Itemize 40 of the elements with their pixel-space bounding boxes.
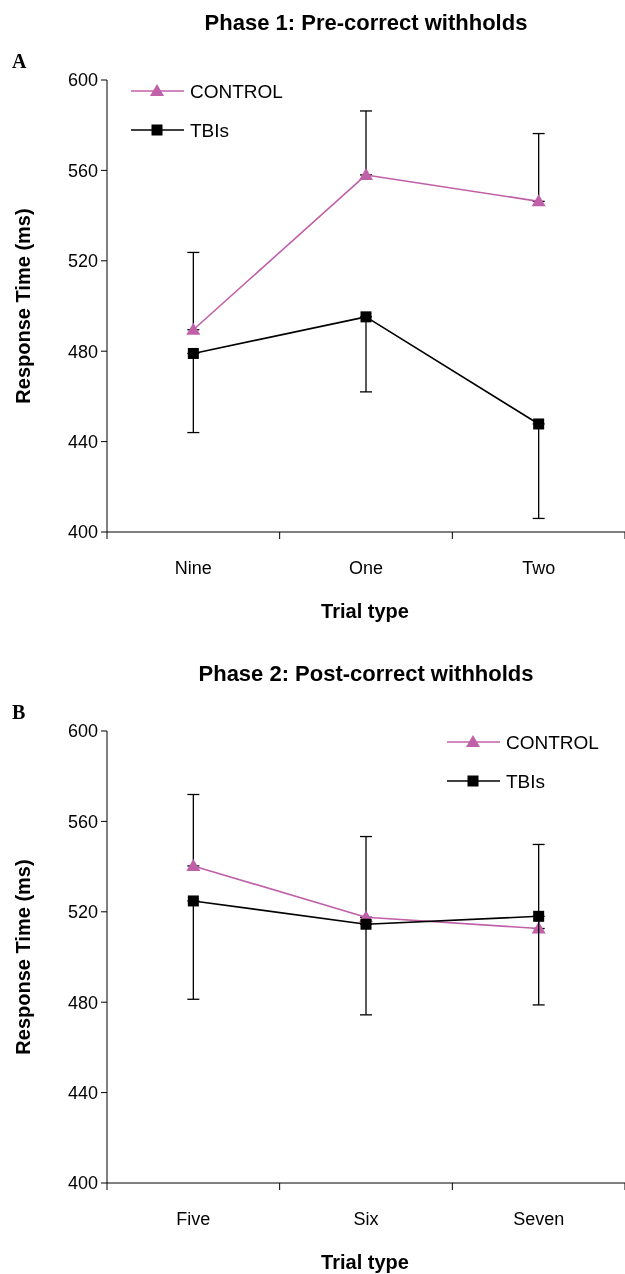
y-tick-label: 520 bbox=[67, 251, 98, 272]
y-axis-title: Response Time (ms) bbox=[12, 208, 34, 404]
y-tick-label: 600 bbox=[67, 70, 98, 91]
y-tick-label: 520 bbox=[67, 902, 98, 923]
y-tick-label: 480 bbox=[67, 341, 98, 362]
point bbox=[533, 418, 545, 430]
x-tick-label: Five bbox=[176, 1209, 211, 1229]
point bbox=[533, 910, 545, 922]
point bbox=[187, 895, 199, 907]
x-tick-label: One bbox=[348, 558, 384, 578]
chart-title: Phase 1: Pre-correct withholds bbox=[204, 10, 528, 35]
chart-title: Phase 2: Post-correct withholds bbox=[198, 661, 534, 686]
point bbox=[359, 167, 373, 180]
point bbox=[186, 322, 201, 335]
y-tick-label: 480 bbox=[67, 992, 98, 1013]
x-axis-title: Trial type bbox=[321, 1251, 409, 1273]
legend-label: TBIs bbox=[190, 119, 230, 141]
y-tick-label: 440 bbox=[67, 1082, 98, 1103]
text: A bbox=[12, 50, 27, 72]
point bbox=[531, 194, 546, 207]
point bbox=[186, 858, 201, 871]
y-tick-label: 400 bbox=[67, 1173, 98, 1194]
text: B bbox=[12, 701, 26, 723]
x-axis-title: Trial type bbox=[321, 600, 409, 622]
x-tick-label: Nine bbox=[174, 558, 212, 578]
y-tick-label: 400 bbox=[67, 522, 98, 543]
y-axis-title: Response Time (ms) bbox=[12, 859, 34, 1055]
point bbox=[360, 311, 372, 323]
legend-label: CONTROL bbox=[190, 80, 283, 102]
point bbox=[187, 347, 199, 359]
x-tick-label: Two bbox=[522, 558, 556, 578]
x-tick-label: Six bbox=[353, 1209, 379, 1229]
point bbox=[360, 918, 372, 930]
y-tick-label: 440 bbox=[67, 431, 98, 452]
legend-label: CONTROL bbox=[506, 731, 599, 753]
legend-label: TBIs bbox=[506, 770, 546, 792]
y-tick-label: 600 bbox=[67, 721, 98, 742]
y-tick-label: 560 bbox=[67, 811, 98, 832]
x-tick-label: Seven bbox=[513, 1209, 565, 1229]
y-tick-label: 560 bbox=[67, 160, 98, 181]
